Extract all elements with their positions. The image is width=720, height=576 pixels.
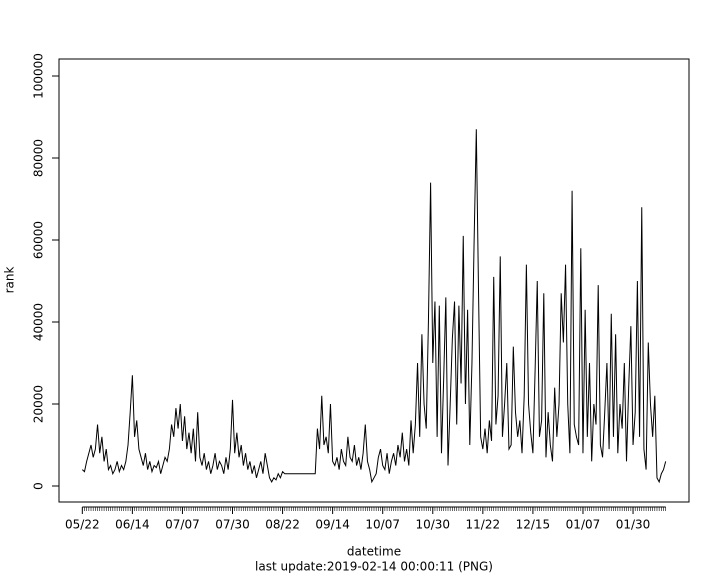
y-tick-label: 80000: [32, 139, 46, 177]
caption: last update:2019-02-14 00:00:11 (PNG): [255, 560, 493, 574]
x-tick-label: 01/30: [616, 518, 651, 532]
x-tick-label: 10/30: [415, 518, 450, 532]
data-line: [81, 129, 667, 484]
plot-frame: [58, 58, 690, 503]
y-axis-label: rank: [3, 267, 17, 294]
x-tick-label: 09/14: [315, 518, 350, 532]
x-axis-label: datetime: [347, 545, 401, 559]
x-tick-label: 07/30: [215, 518, 250, 532]
y-tick-label: 40000: [32, 303, 46, 341]
x-tick-label: 06/14: [115, 518, 150, 532]
y-tick-label: 20000: [32, 385, 46, 423]
y-tick-label: 0: [32, 482, 46, 490]
x-tick-label: 07/07: [165, 518, 200, 532]
x-tick-label: 08/22: [265, 518, 300, 532]
y-tick-label: 60000: [32, 221, 46, 259]
x-tick-label: 11/22: [466, 518, 501, 532]
x-tick-label: 10/07: [365, 518, 400, 532]
x-tick-label: 05/22: [65, 518, 100, 532]
x-tick-label: 12/15: [516, 518, 551, 532]
y-tick-label: 100000: [32, 53, 46, 99]
x-tick-label: 01/07: [566, 518, 601, 532]
